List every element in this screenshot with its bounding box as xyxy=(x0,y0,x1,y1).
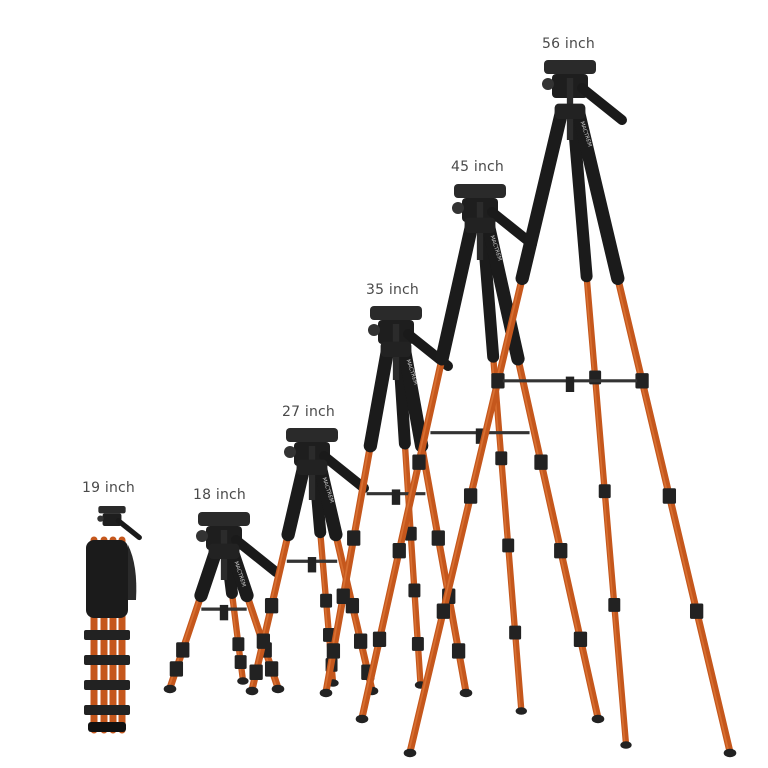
tripod-19-inch-folded xyxy=(84,506,142,734)
label-19-inch: 19 inch xyxy=(82,480,135,496)
label-56-inch: 56 inch xyxy=(542,36,595,52)
label-18-inch: 18 inch xyxy=(193,487,246,503)
tripod-18-inch: MACTREM xyxy=(163,512,285,694)
label-35-inch: 35 inch xyxy=(366,282,419,298)
tripod-56-inch: MACTREM xyxy=(403,60,737,758)
label-45-inch: 45 inch xyxy=(451,159,504,175)
tripod-35-inch: MACTREM xyxy=(319,306,473,698)
label-27-inch: 27 inch xyxy=(282,404,335,420)
